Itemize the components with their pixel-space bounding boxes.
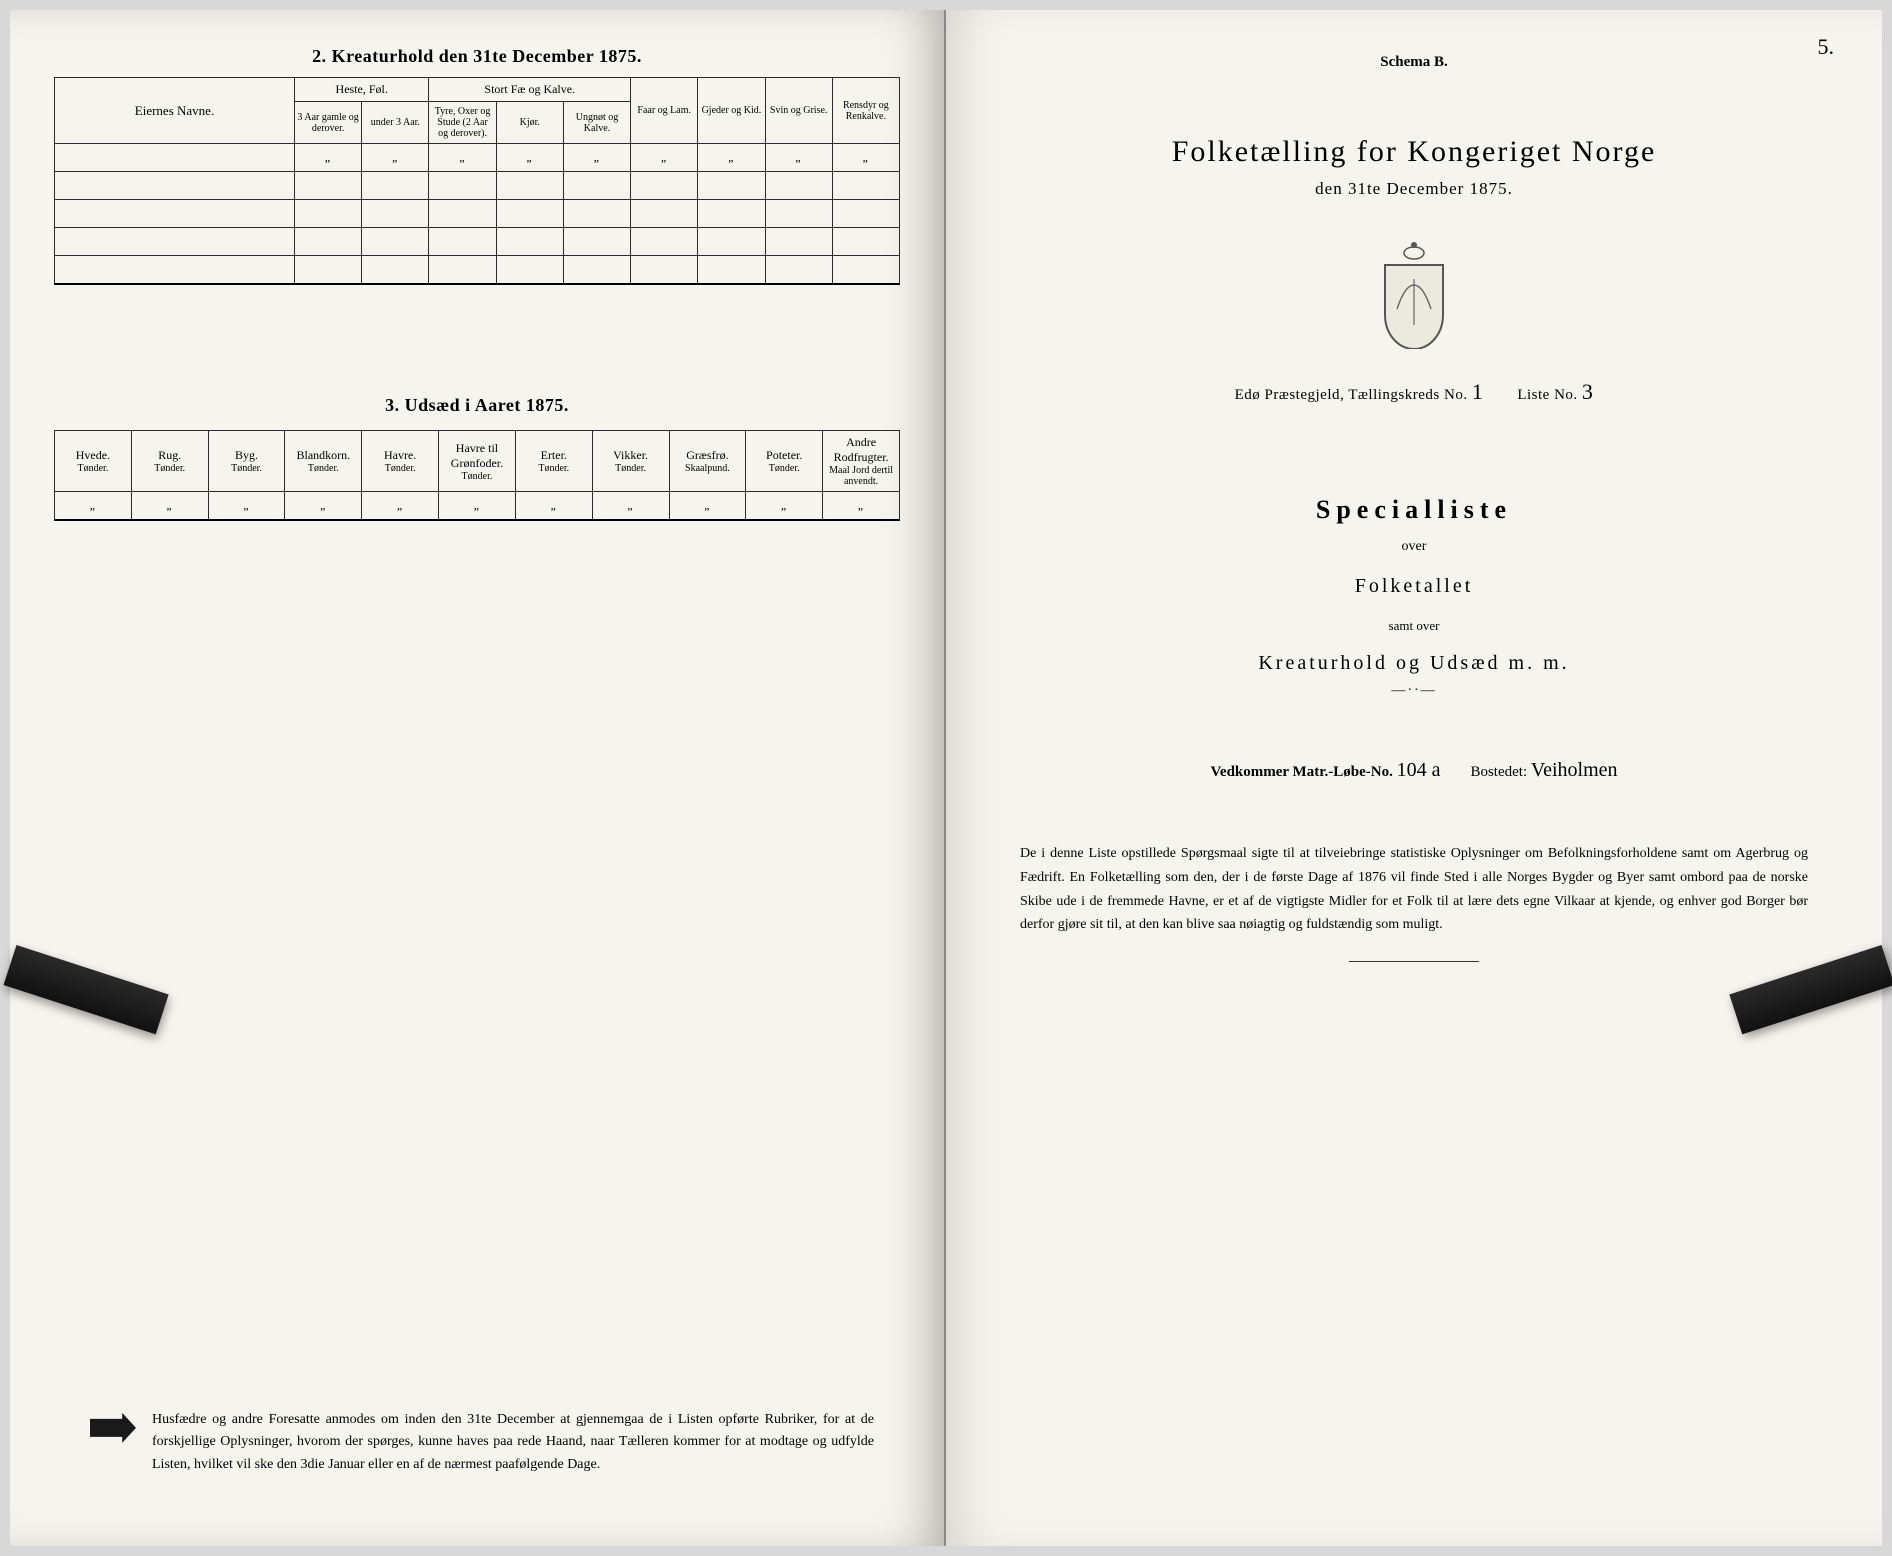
cell: „ [439, 492, 516, 520]
sub-stort-2: Kjør. [496, 102, 563, 144]
seed-col-1: Rug.Tønder. [131, 431, 208, 492]
page-number: 5. [1818, 34, 1835, 60]
cell: „ [746, 492, 823, 520]
district-line: Edø Præstegjeld, Tællingskreds No. 1 Lis… [990, 379, 1838, 405]
samt-over: samt over [990, 618, 1838, 634]
matr-prefix: Vedkommer Matr.-Løbe-No. [1210, 764, 1392, 780]
table-row [55, 200, 900, 228]
seed-col-9: Poteter.Tønder. [746, 431, 823, 492]
scanner-clip-left [4, 945, 169, 1034]
left-footer-text: Husfædre og andre Foresatte anmodes om i… [152, 1409, 874, 1476]
section-2-title: 2. Kreaturhold den 31te December 1875. [54, 46, 900, 67]
folketallet: Folketallet [990, 575, 1838, 598]
sub-stort-3: Ungnøt og Kalve. [563, 102, 630, 144]
cell: „ [285, 492, 362, 520]
seed-col-5: Havre til Grønfoder.Tønder. [439, 431, 516, 492]
cell: „ [208, 492, 285, 520]
list-no: 3 [1582, 379, 1594, 404]
bosted-label: Bostedet: [1470, 764, 1527, 780]
matr-line: Vedkommer Matr.-Løbe-No. 104 a Bostedet:… [990, 759, 1838, 782]
table-row: „ „ „ „ „ „ „ „ „ „ „ [55, 492, 900, 520]
left-footer: Husfædre og andre Foresatte anmodes om i… [90, 1409, 874, 1476]
seed-col-8: Græsfrø.Skaalpund. [669, 431, 746, 492]
schema-label: Schema B. [990, 54, 1838, 71]
group-faar: Faar og Lam. [631, 78, 698, 144]
cell: „ [832, 144, 899, 172]
title-sub: den 31te December 1875. [990, 179, 1838, 199]
cell: „ [496, 144, 563, 172]
coat-of-arms-icon [990, 239, 1838, 349]
cell: „ [429, 144, 496, 172]
sub-heste-1: 3 Aar gamle og derover. [295, 102, 362, 144]
livestock-table: Eiernes Navne. Heste, Føl. Stort Fæ og K… [54, 77, 900, 284]
cell: „ [55, 492, 132, 520]
cell: „ [669, 492, 746, 520]
group-rens: Rensdyr og Renkalve. [832, 78, 899, 144]
district-no: 1 [1472, 379, 1484, 404]
group-svin: Svin og Grise. [765, 78, 832, 144]
cell: „ [295, 144, 362, 172]
table-row [55, 172, 900, 200]
cell: „ [362, 144, 429, 172]
seed-col-6: Erter.Tønder. [515, 431, 592, 492]
cell: „ [765, 144, 832, 172]
owner-header: Eiernes Navne. [55, 78, 295, 144]
section-3-title: 3. Udsæd i Aaret 1875. [54, 395, 900, 416]
seed-col-3: Blandkorn.Tønder. [285, 431, 362, 492]
pointing-hand-icon [90, 1413, 136, 1443]
group-stort: Stort Fæ og Kalve. [429, 78, 631, 102]
table-row [55, 256, 900, 284]
over-1: over [990, 539, 1838, 555]
district-prefix: Edø Præstegjeld, Tællingskreds No. [1235, 387, 1468, 403]
matr-no: 104 a [1397, 759, 1441, 781]
bosted-value: Veiholmen [1531, 759, 1618, 781]
sub-heste-2: under 3 Aar. [362, 102, 429, 144]
title-main: Folketælling for Kongeriget Norge [990, 135, 1838, 169]
seed-col-4: Havre.Tønder. [362, 431, 439, 492]
group-gjeder: Gjeder og Kid. [698, 78, 765, 144]
group-heste: Heste, Føl. [295, 78, 429, 102]
cell: „ [515, 492, 592, 520]
cell: „ [563, 144, 630, 172]
left-page: 2. Kreaturhold den 31te December 1875. E… [10, 10, 946, 1546]
seed-col-7: Vikker.Tønder. [592, 431, 669, 492]
book-spread: 2. Kreaturhold den 31te December 1875. E… [10, 10, 1882, 1546]
list-label: Liste No. [1517, 387, 1577, 403]
table-row [55, 228, 900, 256]
cell: „ [362, 492, 439, 520]
cell: „ [823, 492, 900, 520]
table-rule [54, 519, 900, 521]
right-footer-text: De i denne Liste opstillede Spørgsmaal s… [990, 842, 1838, 937]
seed-col-0: Hvede.Tønder. [55, 431, 132, 492]
sub-stort-1: Tyre, Oxer og Stude (2 Aar og derover). [429, 102, 496, 144]
table-row: „ „ „ „ „ „ „ „ „ [55, 144, 900, 172]
cell: „ [131, 492, 208, 520]
cell: „ [592, 492, 669, 520]
kreaturhold-line: Kreaturhold og Udsæd m. m. [990, 652, 1838, 675]
right-page: 5. Schema B. Folketælling for Kongeriget… [946, 10, 1882, 1546]
seed-table: Hvede.Tønder. Rug.Tønder. Byg.Tønder. Bl… [54, 430, 900, 520]
table-rule [54, 283, 900, 285]
cell: „ [698, 144, 765, 172]
footer-divider [1349, 961, 1479, 962]
specialliste-title: Specialliste [990, 495, 1838, 525]
cell: „ [631, 144, 698, 172]
seed-col-10: Andre Rodfrugter.Maal Jord dertil anvend… [823, 431, 900, 492]
ornament-icon: ―··― [990, 683, 1838, 699]
scanner-clip-right [1729, 945, 1892, 1034]
seed-col-2: Byg.Tønder. [208, 431, 285, 492]
